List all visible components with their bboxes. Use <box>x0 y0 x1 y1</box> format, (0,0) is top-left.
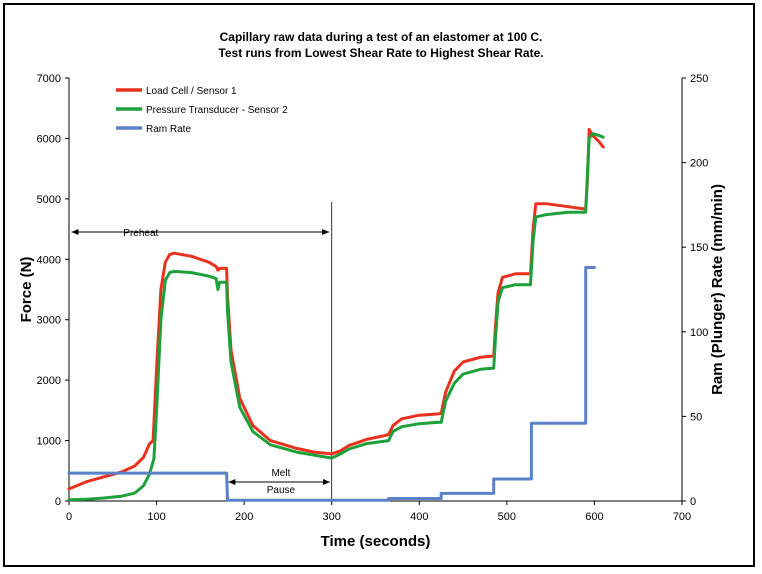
y-left-tick-label: 2000 <box>37 375 61 387</box>
y-right-tick-label: 50 <box>690 411 702 423</box>
x-tick-label: 100 <box>147 511 165 523</box>
annotations: Preheat Melt Pause <box>71 202 333 501</box>
axes: 0 100 200 300 400 500 600 700010002000300040005… <box>18 73 726 550</box>
x-tick-label: 200 <box>235 511 253 523</box>
y-right-tick-label: 200 <box>690 158 708 170</box>
x-tick-label: 700 <box>673 511 691 523</box>
y-right-axis-label: Ram (Plunger) Rate (mm/min) <box>709 184 726 395</box>
series-layer <box>67 127 605 502</box>
y-left-tick-label: 0 <box>55 496 61 508</box>
x-tick-label: 400 <box>410 511 428 523</box>
chart-title-line-2: Test runs from Lowest Shear Rate to High… <box>218 46 544 60</box>
y-right-tick-label: 0 <box>690 496 696 508</box>
x-tick-label: 500 <box>498 511 516 523</box>
legend-label-load-cell-sensor-1: Load Cell / Sensor 1 <box>146 86 237 97</box>
y-left-axis-label: Force (N) <box>18 257 35 323</box>
y-right-tick-label: 150 <box>690 242 708 254</box>
x-tick-label: 600 <box>585 511 603 523</box>
legend: Load Cell / Sensor 1 Pressure Transducer … <box>116 86 288 135</box>
y-left-tick-label: 3000 <box>37 315 61 327</box>
x-axis-label: Time (seconds) <box>321 533 431 550</box>
series-line-load-cell-sensor-1 <box>67 127 605 491</box>
series-line-ram-rate <box>67 266 596 502</box>
y-right-tick-label: 250 <box>690 73 708 85</box>
y-left-tick-label: 7000 <box>37 73 61 85</box>
melt-label: Melt <box>271 468 290 479</box>
x-tick-label: 0 <box>66 511 72 523</box>
legend-label-ram-rate: Ram Rate <box>146 124 191 135</box>
series-line-pressure-transducer-sensor-2 <box>67 132 605 502</box>
y-left-tick-label: 1000 <box>37 436 61 448</box>
preheat-label: Preheat <box>123 228 158 239</box>
y-left-tick-label: 4000 <box>37 254 61 266</box>
x-tick-label: 300 <box>323 511 341 523</box>
pause-label: Pause <box>267 485 296 496</box>
legend-label-pressure-transducer-sensor-2: Pressure Transducer - Sensor 2 <box>146 105 288 116</box>
y-left-tick-label: 6000 <box>37 133 61 145</box>
y-right-tick-label: 100 <box>690 327 708 339</box>
y-left-tick-label: 5000 <box>37 194 61 206</box>
chart-title-line-1: Capillary raw data during a test of an e… <box>219 30 543 44</box>
